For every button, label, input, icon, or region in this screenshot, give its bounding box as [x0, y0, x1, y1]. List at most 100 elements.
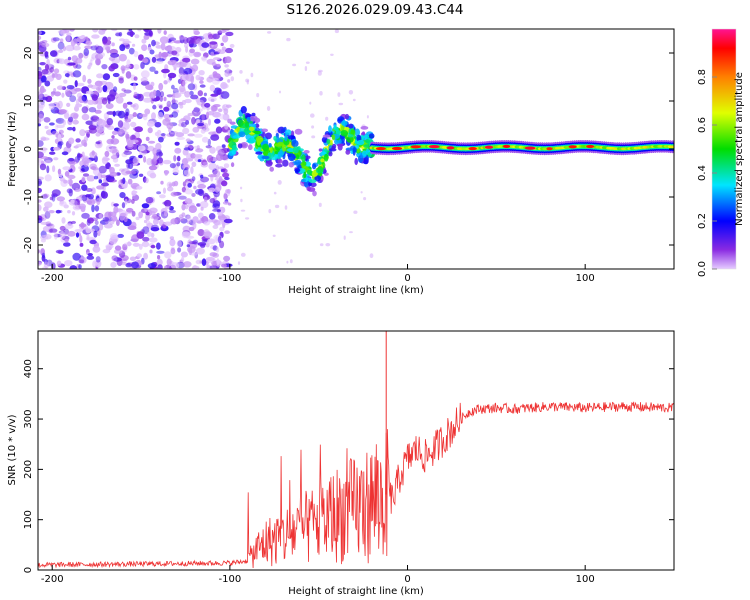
spectrogram-x-label: Height of straight line (km) — [288, 285, 424, 296]
heatmap-cell — [128, 47, 135, 55]
heatmap-cell — [94, 109, 102, 114]
heatmap-cell — [144, 177, 149, 184]
heatmap-cell — [110, 138, 120, 145]
heatmap-cell — [111, 215, 118, 222]
heatmap-cell — [143, 252, 149, 260]
heatmap-cell — [86, 175, 96, 182]
heatmap-cell — [94, 205, 100, 212]
heatmap-cell — [272, 234, 276, 237]
heatmap-cell — [156, 212, 160, 217]
heatmap-cell — [212, 224, 219, 229]
heatmap-cell — [205, 111, 210, 119]
heatmap-cell — [238, 131, 246, 138]
heatmap-cell — [75, 57, 83, 64]
heatmap-cell — [268, 143, 272, 148]
heatmap-cell — [188, 226, 195, 232]
heatmap-cell — [123, 89, 132, 94]
heatmap-cell — [65, 223, 74, 229]
heatmap-cell — [277, 158, 283, 164]
heatmap-cell — [88, 62, 93, 66]
heatmap-cell — [197, 212, 204, 219]
heatmap-cell — [170, 247, 176, 255]
heatmap-cell — [112, 72, 120, 78]
heatmap-cell — [176, 162, 181, 167]
heatmap-cell — [215, 246, 220, 253]
heatmap-cell — [40, 221, 50, 225]
heatmap-cell — [58, 129, 64, 134]
heatmap-cell — [161, 224, 167, 230]
heatmap-cell — [86, 255, 95, 260]
heatmap-cell — [89, 151, 98, 159]
heatmap-cell — [172, 88, 180, 92]
heatmap-cell — [145, 136, 150, 142]
heatmap-cell — [57, 49, 64, 53]
heatmap-cell — [172, 168, 180, 174]
heatmap-cell — [275, 163, 283, 168]
heatmap-cell — [78, 166, 82, 170]
heatmap-cell — [138, 54, 144, 61]
heatmap-cell — [39, 62, 46, 66]
heatmap-cell — [144, 32, 152, 36]
heatmap-cell — [119, 192, 126, 199]
heatmap-cell — [224, 230, 230, 234]
heatmap-cell — [216, 89, 222, 96]
heatmap-cell — [149, 207, 158, 214]
spectrogram-y-label: Frequency (Hz) — [7, 111, 18, 187]
heatmap-cell — [159, 194, 166, 199]
heatmap-cell — [78, 264, 82, 269]
heatmap-cell — [201, 57, 207, 62]
heatmap-cell — [203, 221, 210, 226]
heatmap-cell — [224, 176, 230, 181]
heatmap-cell — [195, 188, 204, 195]
heatmap-cell — [121, 202, 126, 209]
heatmap-cell — [307, 187, 316, 192]
heatmap-cell — [118, 53, 128, 62]
heatmap-cell — [57, 133, 62, 142]
heatmap-cell — [187, 182, 192, 188]
heatmap-cell — [211, 219, 218, 223]
heatmap-cell — [120, 179, 125, 184]
heatmap-cell — [185, 62, 192, 70]
heatmap-cell — [88, 127, 97, 134]
heatmap-cell — [306, 169, 313, 175]
heatmap-cell — [53, 157, 59, 161]
heatmap-cell — [214, 186, 220, 193]
heatmap-cell — [210, 51, 215, 57]
heatmap-cell — [221, 35, 229, 43]
heatmap-cell — [182, 57, 191, 63]
heatmap-cell — [323, 154, 329, 162]
heatmap-cell — [157, 129, 162, 135]
heatmap-cell — [67, 230, 76, 237]
heatmap-cell — [310, 113, 315, 118]
heatmap-cell — [95, 126, 104, 134]
heatmap-cell — [217, 236, 222, 244]
heatmap-cell — [118, 77, 124, 84]
heatmap-cell — [89, 239, 97, 245]
heatmap-cell — [308, 181, 312, 187]
heatmap-cell — [110, 261, 117, 268]
heatmap-cell — [81, 106, 89, 114]
heatmap-cell — [127, 178, 133, 185]
heatmap-cell — [267, 161, 273, 166]
heatmap-cell — [72, 252, 81, 261]
heatmap-cell — [61, 217, 66, 224]
heatmap-cell — [362, 131, 365, 136]
heatmap-cell — [87, 78, 92, 84]
heatmap-cell — [114, 245, 122, 251]
heatmap-cell — [82, 173, 90, 177]
heatmap-cell — [194, 154, 203, 158]
heatmap-cell — [178, 67, 185, 75]
heatmap-cell — [39, 163, 47, 171]
heatmap-cell — [66, 34, 71, 42]
heatmap-cell — [119, 168, 125, 172]
heatmap-cell — [244, 121, 250, 128]
heatmap-cell — [224, 64, 229, 68]
heatmap-cell — [221, 144, 226, 149]
heatmap-cell — [166, 100, 172, 108]
heatmap-cell — [217, 29, 227, 34]
heatmap-cell — [110, 233, 118, 240]
heatmap-cell — [145, 211, 150, 216]
x-tick-label: 100 — [576, 273, 595, 284]
heatmap-cell — [156, 151, 164, 157]
heatmap-cell — [143, 34, 150, 40]
